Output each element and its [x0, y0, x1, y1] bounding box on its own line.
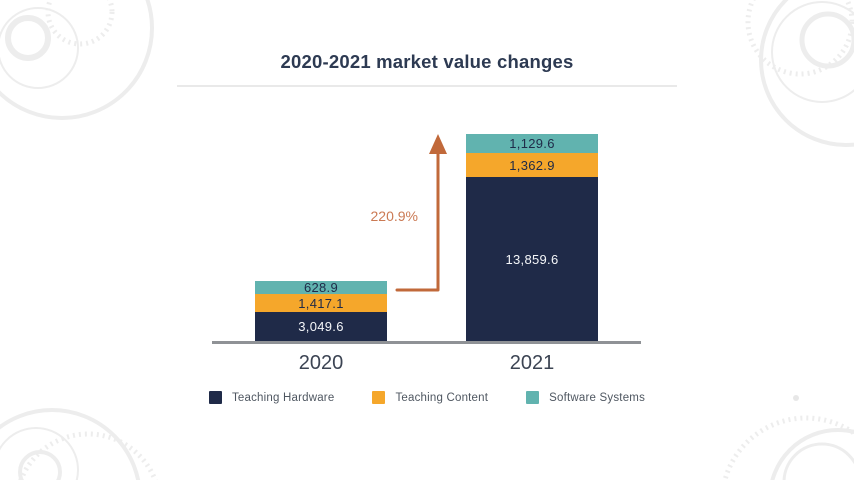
value-label-teaching-hardware-2020: 3,049.6	[298, 319, 344, 334]
segment-teaching-content-2021: 1,362.9	[466, 153, 598, 177]
x-label-2020: 2020	[298, 352, 344, 374]
value-label-teaching-content-2020: 1,417.1	[298, 295, 344, 311]
legend-item-teaching-content: Teaching Content	[372, 391, 488, 404]
bar-2021: 1,129.6 1,362.9 13,859.6	[466, 134, 598, 341]
segment-software-systems-2021: 1,129.6	[466, 134, 598, 153]
legend-label-software-systems: Software Systems	[549, 391, 646, 404]
x-label-2021: 2021	[509, 352, 555, 374]
value-label-software-systems-2020: 628.9	[303, 280, 339, 295]
legend-swatch-software-systems-icon	[526, 391, 540, 404]
legend-label-teaching-content: Teaching Content	[395, 391, 489, 404]
bar-2020: 628.9 1,417.1 3,049.6	[255, 281, 387, 341]
legend: Teaching Hardware Teaching Content Softw…	[0, 391, 854, 404]
legend-swatch-teaching-content-icon	[372, 391, 386, 404]
segment-teaching-content-2020: 1,417.1	[255, 294, 387, 312]
title-underline	[177, 85, 677, 87]
value-label-teaching-content-2021: 1,362.9	[509, 157, 555, 173]
value-label-software-systems-2021: 1,129.6	[509, 136, 555, 151]
chart-title: 2020-2021 market value changes	[280, 51, 574, 72]
legend-item-teaching-hardware: Teaching Hardware	[208, 391, 335, 404]
value-label-teaching-hardware-2021: 13,859.6	[505, 251, 559, 267]
segment-software-systems-2020: 628.9	[255, 281, 387, 294]
legend-swatch-teaching-hardware-icon	[208, 391, 222, 404]
legend-label-teaching-hardware: Teaching Hardware	[231, 391, 335, 404]
segment-teaching-hardware-2020: 3,049.6	[255, 312, 387, 341]
legend-item-software-systems: Software Systems	[526, 391, 645, 404]
x-axis-line	[212, 341, 641, 344]
growth-percentage: 220.9%	[370, 208, 418, 224]
segment-teaching-hardware-2021: 13,859.6	[466, 177, 598, 341]
